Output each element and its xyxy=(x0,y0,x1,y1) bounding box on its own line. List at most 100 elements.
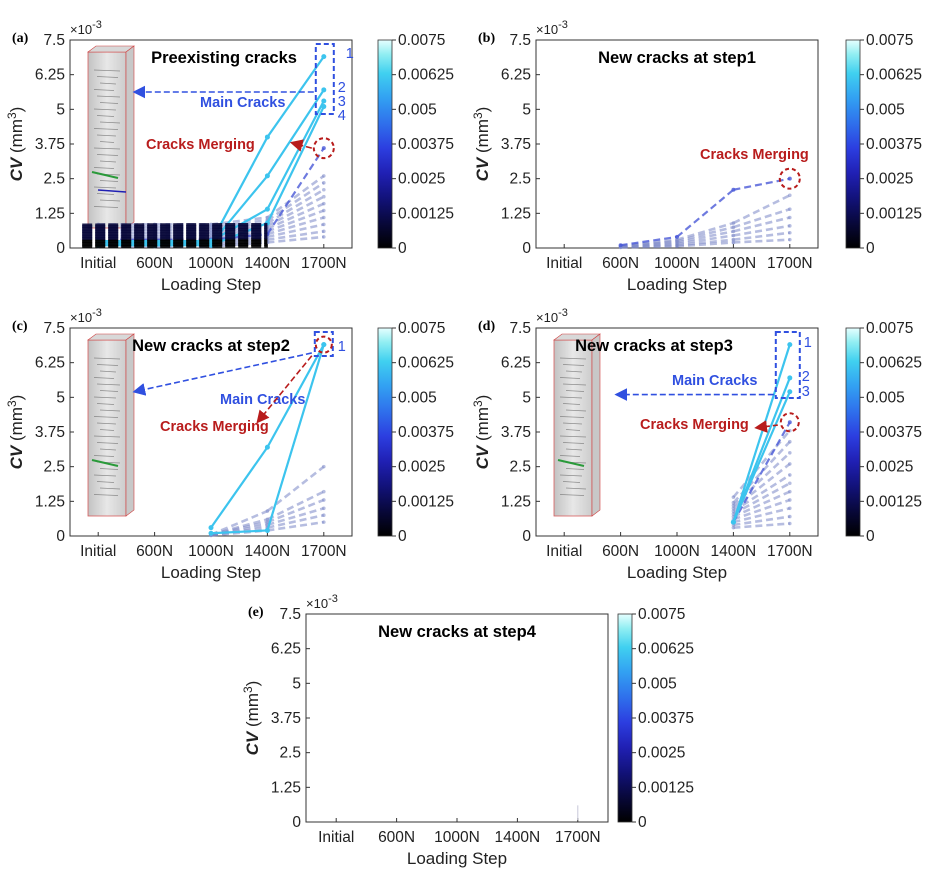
crack-number-4: 4 xyxy=(338,108,346,124)
colorbar-tick-label: 0.0075 xyxy=(638,606,685,623)
specimen-crack xyxy=(99,102,119,104)
other-crack-line-point xyxy=(788,237,792,242)
colorbar-tick-label: 0.00375 xyxy=(398,136,454,153)
specimen-crack xyxy=(93,455,115,457)
specimen-crack xyxy=(96,76,119,78)
main-crack-line-point xyxy=(787,342,793,348)
main-crack-line xyxy=(210,446,269,529)
specimen-crack xyxy=(99,487,121,490)
other-crack-line-point xyxy=(788,473,792,477)
main-crack-line-point xyxy=(264,134,270,140)
merging-arrow xyxy=(256,355,313,424)
other-crack-line-point xyxy=(788,498,792,502)
colorbar-tick-label: 0.0025 xyxy=(866,459,913,476)
other-crack-line-point xyxy=(731,225,736,229)
merging-circle xyxy=(314,335,333,354)
x-tick-label: 1000N xyxy=(434,829,480,846)
main-cracks-label: Main Cracks xyxy=(200,95,285,111)
other-crack-line-point xyxy=(788,514,792,519)
x-tick-label: 1700N xyxy=(767,543,813,560)
other-crack-line xyxy=(620,245,678,249)
specimen-crack xyxy=(99,390,119,392)
x-tick-label: Initial xyxy=(80,543,116,560)
main-cracks-box xyxy=(774,331,801,399)
main-crack-line-point xyxy=(321,87,327,93)
other-crack-line xyxy=(676,230,734,244)
other-crack-line xyxy=(676,241,734,248)
specimen-crack xyxy=(93,167,115,169)
y-tick-label: 7.5 xyxy=(509,320,531,337)
colorbar-tick-label: 0.00625 xyxy=(398,355,454,372)
other-crack-line-point xyxy=(265,509,270,513)
baseline-crack-line xyxy=(82,222,268,227)
other-crack-line-point xyxy=(731,229,736,234)
specimen-crack xyxy=(96,364,119,366)
other-crack-line xyxy=(267,520,324,532)
crack-number-1: 1 xyxy=(346,46,354,62)
main-crack-line-point xyxy=(787,389,793,395)
panel-letter: (d) xyxy=(478,319,495,334)
other-crack-line xyxy=(676,225,734,243)
x-tick-label: 1400N xyxy=(711,255,757,272)
colorbar-tick-label: 0.00375 xyxy=(398,424,454,441)
other-crack-line-point xyxy=(322,235,326,239)
specimen-side xyxy=(591,333,601,517)
x-axis-label: Loading Step xyxy=(407,849,507,868)
specimen-crack xyxy=(93,474,117,477)
other-crack-line xyxy=(266,465,325,513)
specimen-crack xyxy=(96,193,115,195)
other-crack-line xyxy=(733,507,791,524)
main-crack-line-point xyxy=(264,444,270,450)
colorbar-tick-label: 0.0025 xyxy=(398,459,445,476)
x-tick-label: 600N xyxy=(136,255,173,272)
panel-b: (b) ×10-3 0 1.25 2.5 3.75 5 6.25 7.5 Initial 600N 1… xyxy=(471,19,922,294)
x-tick-label: 1400N xyxy=(245,543,291,560)
y-tick-label: 6.25 xyxy=(501,67,531,84)
other-crack-line xyxy=(676,238,734,247)
main-cracks-label: Main Cracks xyxy=(220,392,305,408)
x-tick-label: 600N xyxy=(602,543,639,560)
other-crack-line xyxy=(267,235,324,244)
other-crack-line xyxy=(733,216,791,233)
specimen-crack xyxy=(99,199,121,202)
other-crack-line-point xyxy=(322,229,326,234)
other-crack-line-point xyxy=(322,215,326,220)
other-crack-line-point xyxy=(322,194,326,199)
other-crack-line xyxy=(210,520,268,536)
specimen-crack xyxy=(559,396,583,399)
specimen-blue-crack xyxy=(97,189,127,193)
other-crack-line-point xyxy=(731,237,736,242)
other-crack-line-point xyxy=(322,520,326,524)
colorbar-tick-label: 0.00375 xyxy=(638,710,694,727)
y-axis-label: CV (mm3) xyxy=(5,395,26,470)
specimen-crack xyxy=(93,206,119,208)
other-crack-line-point xyxy=(788,462,792,466)
y-multiplier: ×10-3 xyxy=(536,19,568,37)
y-tick-label: 7.5 xyxy=(279,606,301,623)
specimen-crack xyxy=(99,370,117,373)
colorbar xyxy=(845,39,861,249)
colorbar-tick-label: 0.00125 xyxy=(398,493,454,510)
merging-crack-line xyxy=(732,421,791,523)
cracks-merging-label: Cracks Merging xyxy=(160,419,269,435)
y-tick-label: 1.25 xyxy=(271,779,301,796)
panel-title: New cracks at step1 xyxy=(598,49,756,67)
colorbar-tick-label: 0.0025 xyxy=(638,745,685,762)
specimen-crack xyxy=(565,370,583,373)
specimen-crack xyxy=(93,89,115,91)
other-crack-line-point xyxy=(322,464,326,469)
y-tick-label: 6.25 xyxy=(35,67,65,84)
other-crack-line xyxy=(266,498,325,524)
panel-e: (e) ×10-3 0 1.25 2.5 3.75 5 6.25 7.5 Initial 600N 1… xyxy=(241,593,694,868)
specimen-crack xyxy=(565,429,581,431)
y-tick-label: 5 xyxy=(522,101,531,118)
crack-number-3: 3 xyxy=(338,94,346,110)
other-crack-line-point xyxy=(788,215,792,220)
colorbar-tick-label: 0.005 xyxy=(866,389,905,406)
y-tick-label: 5 xyxy=(56,389,65,406)
merging-crack-line xyxy=(620,235,678,247)
other-crack-line-point xyxy=(788,451,792,455)
y-tick-label: 3.75 xyxy=(35,424,65,441)
main-crack-line-point xyxy=(730,519,736,525)
plot-area xyxy=(305,613,609,823)
